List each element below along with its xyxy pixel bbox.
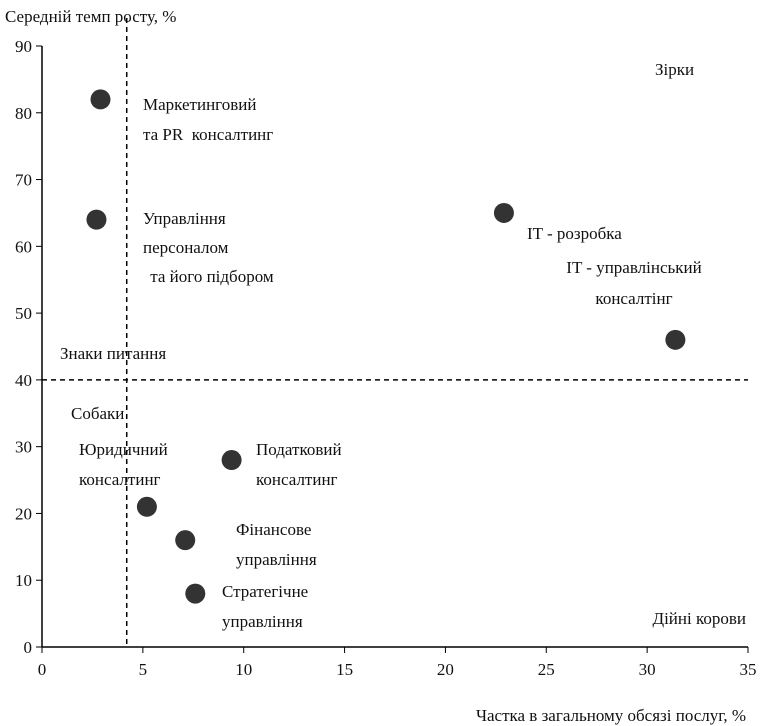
point-label: Стратегічне xyxy=(222,582,308,601)
x-tick-label: 35 xyxy=(740,660,757,679)
point-label: IT - управлінський xyxy=(566,258,701,277)
point-label: Маркетинговий xyxy=(143,95,256,114)
y-tick-label: 40 xyxy=(15,371,32,390)
x-tick-label: 0 xyxy=(38,660,47,679)
point-label: Юридичний xyxy=(79,440,168,459)
point xyxy=(86,209,107,230)
point-label: консалтинг xyxy=(79,470,161,489)
y-tick-label: 10 xyxy=(15,571,32,590)
x-tick-label: 25 xyxy=(538,660,555,679)
point-label: Податковий xyxy=(256,440,342,459)
point-label: управління xyxy=(236,550,317,569)
point-label: консалтінг xyxy=(595,289,672,308)
y-tick-label: 50 xyxy=(15,304,32,323)
point-label: IT - розробка xyxy=(527,224,622,243)
y-tick-label: 20 xyxy=(15,504,32,523)
point xyxy=(136,496,157,517)
y-tick-label: 0 xyxy=(24,638,33,657)
point xyxy=(185,583,206,604)
point-label: консалтинг xyxy=(256,470,338,489)
x-axis-title: Частка в загальному обсязі послуг, % xyxy=(476,706,746,725)
point-label: управління xyxy=(222,612,303,631)
point-label: Управління xyxy=(143,209,226,228)
quadrant-label: Зірки xyxy=(655,60,694,79)
point-label: Фінансове xyxy=(236,520,311,539)
x-tick-label: 5 xyxy=(139,660,148,679)
x-tick-label: 30 xyxy=(639,660,656,679)
y-tick-label: 30 xyxy=(15,438,32,457)
point-label: та PR консалтинг xyxy=(143,125,273,144)
point xyxy=(665,329,686,350)
y-axis-title: Середній темп росту, % xyxy=(5,7,176,26)
x-tick-label: 10 xyxy=(235,660,252,679)
point-label: та його підбором xyxy=(146,267,274,286)
y-tick-label: 70 xyxy=(15,171,32,190)
point xyxy=(221,450,242,471)
y-tick-label: 80 xyxy=(15,104,32,123)
x-tick-label: 20 xyxy=(437,660,454,679)
quadrant-label: Дійні корови xyxy=(652,609,746,628)
point xyxy=(90,89,111,110)
point xyxy=(493,202,514,223)
quadrant-label: Знаки питання xyxy=(60,344,166,363)
quadrant-label: Собаки xyxy=(71,404,124,423)
x-tick-label: 15 xyxy=(336,660,353,679)
y-tick-label: 90 xyxy=(15,37,32,56)
point-label: персоналом xyxy=(143,238,229,257)
y-tick-label: 60 xyxy=(15,237,32,256)
point xyxy=(175,530,196,551)
